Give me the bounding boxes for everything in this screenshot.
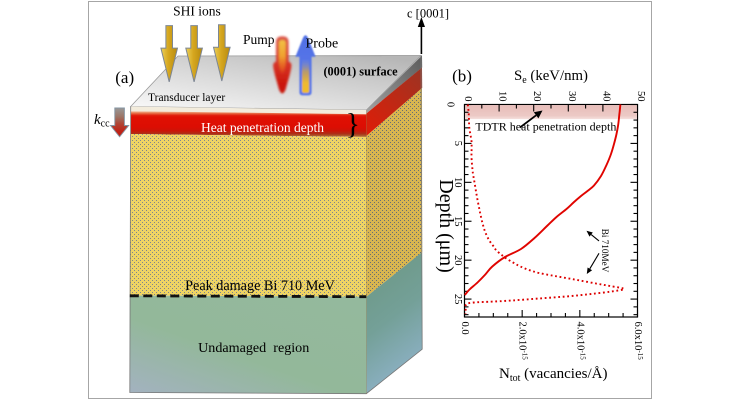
svg-text:c [0001]: c [0001] (407, 7, 449, 21)
svg-text:20: 20 (531, 91, 542, 102)
svg-text:0: 0 (462, 96, 473, 101)
svg-text:30: 30 (566, 91, 577, 102)
svg-text:Se (keV/nm): Se (keV/nm) (514, 68, 588, 86)
svg-text:Heat penetration depth: Heat penetration depth (201, 120, 324, 135)
svg-text:(0001) surface: (0001) surface (323, 65, 398, 79)
svg-text:(a): (a) (115, 68, 134, 87)
svg-text:50: 50 (635, 91, 646, 102)
svg-text:Transducer layer: Transducer layer (148, 92, 225, 104)
svg-text:20: 20 (452, 255, 463, 266)
svg-text:Probe: Probe (306, 37, 339, 52)
svg-text:Peak damage Bi 710 MeV: Peak damage Bi 710 MeV (185, 278, 335, 294)
svg-text:(b): (b) (452, 67, 472, 86)
svg-text:5: 5 (452, 141, 463, 146)
svg-text:15: 15 (452, 216, 463, 227)
svg-text:0: 0 (445, 102, 456, 107)
svg-text:TDTR heat penetration depth: TDTR heat penetration depth (475, 120, 616, 134)
svg-text:25: 25 (452, 294, 463, 305)
svg-text:Depth (μm): Depth (μm) (435, 179, 457, 272)
svg-text:10: 10 (452, 177, 463, 188)
svg-text:Bi 710MeV: Bi 710MeV (600, 229, 610, 273)
svg-text:10: 10 (497, 91, 508, 102)
svg-text:Pump: Pump (243, 32, 275, 47)
svg-text:40: 40 (600, 91, 611, 102)
svg-text:SHI ions: SHI ions (173, 4, 221, 19)
svg-text:Undamaged region: Undamaged region (198, 340, 309, 356)
svg-text:}: } (346, 108, 360, 141)
svg-text:0.0: 0.0 (459, 322, 470, 335)
svg-text:Ntot (vacancies/Å): Ntot (vacancies/Å) (499, 366, 607, 384)
